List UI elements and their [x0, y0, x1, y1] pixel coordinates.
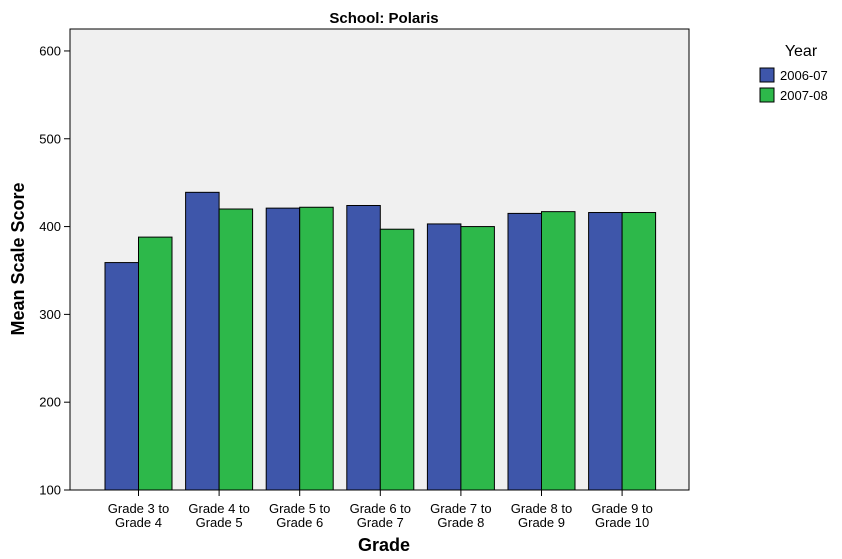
bar-2007-08-3 [299, 206, 334, 491]
x-tick-label: Grade 7 to [430, 501, 491, 516]
bar-2007-08-6 [541, 211, 576, 491]
legend-label: 2007-08 [780, 88, 828, 103]
bar-2006-07-6 [507, 212, 542, 491]
x-tick-label: Grade 8 to [511, 501, 572, 516]
bar-2006-07-3 [265, 207, 301, 491]
y-tick-label: 200 [39, 395, 61, 410]
x-tick-label: Grade 9 [518, 515, 565, 530]
x-tick-label: Grade 6 to [350, 501, 411, 516]
y-tick-label: 600 [39, 43, 61, 58]
bar-2006-07-4 [346, 204, 381, 491]
x-tick-label: Grade 10 [595, 515, 649, 530]
bar-2007-08-4 [379, 228, 415, 491]
x-tick-label: Grade 5 to [269, 501, 330, 516]
x-tick-label: Grade 9 to [591, 501, 652, 516]
x-tick-label: Grade 7 [357, 515, 404, 530]
y-tick-label: 100 [39, 483, 61, 498]
bars [104, 191, 657, 491]
legend-title: Year [785, 43, 818, 60]
x-tick-label: Grade 4 to [188, 501, 249, 516]
bar-2007-08-7 [621, 212, 657, 491]
legend-label: 2006-07 [780, 68, 828, 83]
x-tick-label: Grade 6 [276, 515, 323, 530]
x-axis-title: Grade [358, 535, 410, 555]
y-axis-title: Mean Scale Score [8, 182, 28, 335]
y-tick-label: 500 [39, 131, 61, 146]
legend-swatch-2006-07 [759, 67, 775, 83]
y-axis: 100 200 300 400 500 600 [39, 43, 70, 498]
y-tick-label: 400 [39, 219, 61, 234]
bar-2006-07-1 [104, 262, 139, 491]
legend-swatch-2007-08 [759, 87, 775, 103]
bar-2007-08-2 [218, 208, 254, 491]
bar-2007-08-1 [138, 236, 173, 491]
bar-2006-07-5 [426, 223, 462, 491]
x-tick-label: Grade 5 [196, 515, 243, 530]
bar-2006-07-2 [185, 191, 220, 491]
chart-title: School: Polaris [329, 10, 438, 27]
x-tick-label: Grade 3 to [108, 501, 169, 516]
x-tick-label: Grade 8 [437, 515, 484, 530]
legend: Year 2006-07 2007-08 [759, 43, 828, 103]
y-tick-label: 300 [39, 307, 61, 322]
bar-2007-08-5 [460, 226, 495, 491]
x-tick-label: Grade 4 [115, 515, 162, 530]
bar-2006-07-7 [588, 212, 623, 491]
